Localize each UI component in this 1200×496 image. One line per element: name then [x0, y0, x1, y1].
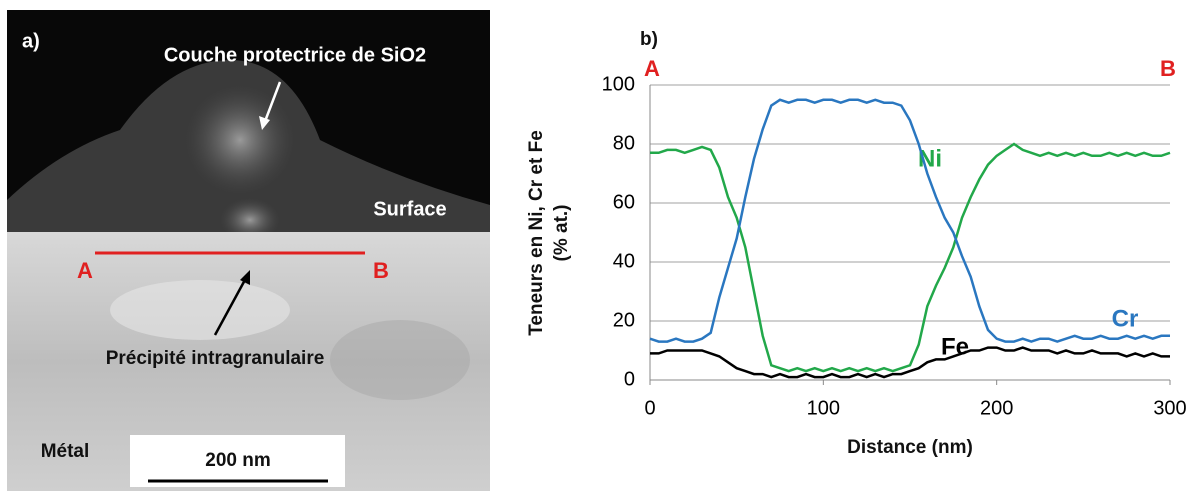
- precipitate-shape: [110, 280, 290, 340]
- y-tick-label: 40: [613, 250, 635, 272]
- series-label: Ni: [918, 145, 942, 172]
- point-label: B: [373, 258, 389, 283]
- y-tick-label: 20: [613, 309, 635, 331]
- series-label: Fe: [941, 333, 969, 360]
- x-tick-label: 200: [980, 397, 1013, 419]
- y-axis-title: (% at.): [551, 205, 572, 262]
- scale-box: [130, 435, 345, 487]
- x-tick-label: 100: [807, 397, 840, 419]
- point-label: A: [644, 56, 660, 81]
- series-label: Cr: [1112, 305, 1139, 332]
- x-tick-label: 300: [1153, 397, 1186, 419]
- grain: [330, 320, 470, 400]
- annotation: Métal: [41, 441, 90, 462]
- particle: [185, 85, 295, 195]
- scale-label: 200 nm: [205, 450, 270, 471]
- series-line: [650, 142, 1171, 373]
- y-tick-label: 100: [602, 73, 635, 95]
- arrow: [262, 81, 282, 125]
- arrow-head: [259, 116, 270, 130]
- series-line: [650, 346, 1170, 379]
- x-axis-title: Distance (nm): [847, 437, 973, 458]
- y-tick-label: 60: [613, 191, 635, 213]
- y-tick-label: 0: [624, 368, 635, 390]
- point-label: A: [77, 258, 93, 283]
- y-tick-label: 80: [613, 132, 635, 154]
- micrograph: a) Couche protectrice de SiO2 Surface A …: [7, 10, 490, 491]
- point-label: B: [1160, 56, 1176, 81]
- series-line: [649, 98, 1170, 343]
- annotation: Couche protectrice de SiO2: [164, 44, 426, 66]
- panel-label: a): [22, 30, 40, 52]
- annotation: Surface: [373, 198, 446, 220]
- y-axis-title: Teneurs en Ni, Cr et Fe: [526, 130, 547, 336]
- particle: [220, 198, 280, 242]
- panel-label: b): [640, 29, 658, 50]
- annotation: Précipité intragranulaire: [106, 348, 325, 369]
- chart: b) A B Distance (nm) Teneurs en Ni, Cr e…: [526, 29, 1187, 458]
- arrow: [213, 277, 248, 336]
- x-tick-label: 0: [644, 397, 655, 419]
- arrow-head: [240, 270, 250, 285]
